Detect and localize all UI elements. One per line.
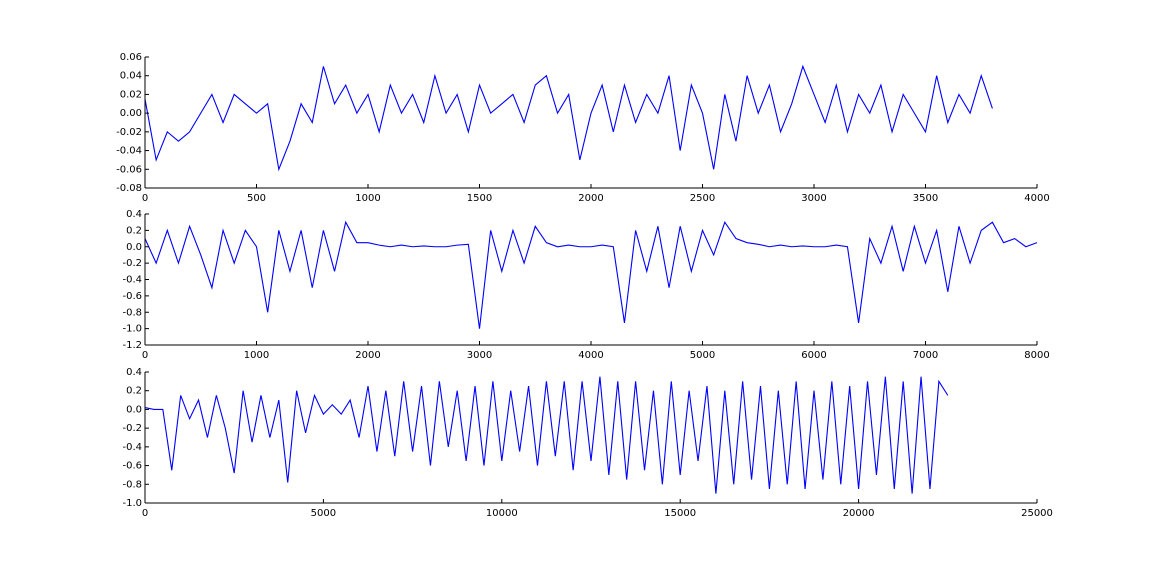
x-tick-label: 0	[142, 350, 148, 361]
y-tick-label: -0.6	[122, 461, 142, 472]
data-line	[144, 64, 993, 172]
y-tick-label: 0.02	[120, 89, 142, 100]
x-tick-label: 3000	[801, 193, 826, 204]
y-tick-label: -0.06	[116, 164, 142, 175]
x-tick-label: 1500	[467, 193, 492, 204]
x-tick-label: 2000	[578, 193, 603, 204]
x-tick-label: 15000	[664, 508, 696, 519]
x-tick-label: 20000	[843, 508, 875, 519]
y-tick-label: -0.4	[122, 442, 142, 453]
x-tick-label: 2500	[690, 193, 715, 204]
y-tick-label: 0.04	[120, 71, 142, 82]
x-tick-label: 2000	[355, 350, 380, 361]
x-tick-label: 7000	[913, 350, 938, 361]
x-tick-label: 25000	[1021, 508, 1053, 519]
x-tick-label: 5000	[311, 508, 336, 519]
y-tick-label: 0.0	[126, 242, 142, 253]
y-tick-label: -1.2	[122, 340, 142, 351]
y-tick-label: -0.4	[122, 275, 142, 286]
x-tick-label: 10000	[486, 508, 518, 519]
y-tick-label: -0.08	[116, 183, 142, 194]
y-tick-label: 0.2	[126, 386, 142, 397]
y-tick-label: -0.2	[122, 423, 142, 434]
y-tick-label: -0.8	[122, 307, 142, 318]
y-tick-label: 0.0	[126, 404, 142, 415]
x-tick-label: 500	[247, 193, 266, 204]
x-tick-label: 3500	[913, 193, 938, 204]
x-tick-label: 6000	[801, 350, 826, 361]
y-tick-label: -0.04	[116, 146, 142, 157]
x-tick-label: 8000	[1024, 350, 1049, 361]
y-tick-label: 0.2	[126, 225, 142, 236]
data-line	[144, 376, 949, 494]
y-tick-label: -0.02	[116, 127, 142, 138]
x-tick-label: 1000	[355, 193, 380, 204]
y-tick-label: -1.0	[122, 498, 142, 509]
x-tick-label: 0	[142, 193, 148, 204]
data-line	[144, 220, 1038, 329]
x-tick-label: 3000	[467, 350, 492, 361]
x-tick-label: 4000	[1024, 193, 1049, 204]
y-tick-label: 0.4	[126, 367, 142, 378]
y-tick-label: -0.2	[122, 258, 142, 269]
y-tick-label: -1.0	[122, 324, 142, 335]
y-tick-label: 0.4	[126, 209, 142, 220]
y-tick-label: 0.06	[120, 52, 142, 63]
y-tick-label: -0.8	[122, 479, 142, 490]
x-tick-label: 4000	[578, 350, 603, 361]
x-tick-label: 1000	[244, 350, 269, 361]
y-tick-label: 0.00	[120, 108, 142, 119]
x-tick-label: 0	[142, 508, 148, 519]
x-tick-label: 5000	[690, 350, 715, 361]
y-tick-label: -0.6	[122, 291, 142, 302]
